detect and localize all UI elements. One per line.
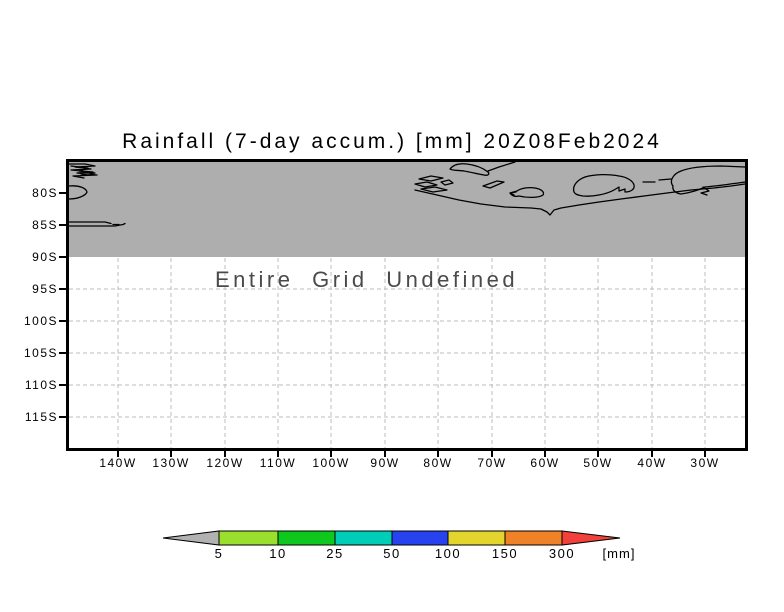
- colorbar-segment: [277, 530, 336, 546]
- colorbar-value-label: 300: [548, 546, 576, 561]
- lat-label: 115S: [24, 410, 58, 424]
- lon-tick: [384, 449, 386, 457]
- lon-label: 70W: [477, 456, 507, 470]
- colorbar-segment: [391, 530, 449, 546]
- colorbar-overshoot-triangle: [561, 530, 621, 546]
- lat-label: 90S: [32, 250, 58, 264]
- colorbar-undershoot-triangle: [162, 530, 220, 546]
- lon-tick: [704, 449, 706, 457]
- colorbar: [162, 530, 621, 546]
- lon-tick: [277, 449, 279, 457]
- colorbar-unit-label: [mm]: [602, 546, 636, 561]
- map-canvas: [69, 162, 745, 448]
- colorbar-value-label: 100: [434, 546, 462, 561]
- plot-title: Rainfall (7-day accum.) [mm] 20Z08Feb202…: [122, 130, 662, 153]
- lon-label: 90W: [370, 456, 400, 470]
- lat-tick: [59, 320, 67, 322]
- lon-tick: [491, 449, 493, 457]
- lon-label: 120W: [206, 456, 244, 470]
- colorbar-value-label: 25: [326, 546, 344, 561]
- lon-tick: [330, 449, 332, 457]
- lat-tick: [59, 416, 67, 418]
- lon-label: 80W: [423, 456, 453, 470]
- lon-tick: [437, 449, 439, 457]
- colorbar-value-label: 10: [269, 546, 287, 561]
- lon-label: 100W: [312, 456, 350, 470]
- lon-tick: [117, 449, 119, 457]
- lat-label: 85S: [32, 218, 58, 232]
- lon-label: 50W: [583, 456, 613, 470]
- lat-label: 105S: [23, 346, 58, 360]
- lon-label: 110W: [259, 456, 297, 470]
- lon-label: 40W: [637, 456, 667, 470]
- lat-label: 100S: [23, 314, 58, 328]
- lon-label: 30W: [690, 456, 720, 470]
- map-frame: [66, 159, 748, 451]
- lon-tick: [651, 449, 653, 457]
- lat-label: 110S: [24, 378, 58, 392]
- lon-tick: [544, 449, 546, 457]
- antarctic-coastlines: [69, 162, 745, 227]
- lon-label: 130W: [152, 456, 190, 470]
- lat-label: 95S: [32, 282, 58, 296]
- entire-grid-undefined-label: Entire Grid Undefined: [215, 267, 519, 292]
- gridlines: [69, 258, 745, 448]
- lat-tick: [59, 224, 67, 226]
- lon-label: 60W: [530, 456, 560, 470]
- lon-tick: [224, 449, 226, 457]
- colorbar-segment: [447, 530, 506, 546]
- lat-tick: [59, 352, 67, 354]
- lat-label: 80S: [32, 186, 58, 200]
- shaded-undefined-region: [69, 162, 745, 257]
- lat-tick: [59, 384, 67, 386]
- colorbar-segment: [218, 530, 279, 546]
- lon-tick: [170, 449, 172, 457]
- colorbar-segment: [504, 530, 563, 546]
- colorbar-value-label: 150: [491, 546, 519, 561]
- lat-tick: [59, 192, 67, 194]
- lat-tick: [59, 256, 67, 258]
- lon-tick: [597, 449, 599, 457]
- lon-label: 140W: [99, 456, 137, 470]
- colorbar-value-label: 5: [214, 546, 224, 561]
- colorbar-value-label: 50: [383, 546, 401, 561]
- lat-tick: [59, 288, 67, 290]
- colorbar-segment: [334, 530, 393, 546]
